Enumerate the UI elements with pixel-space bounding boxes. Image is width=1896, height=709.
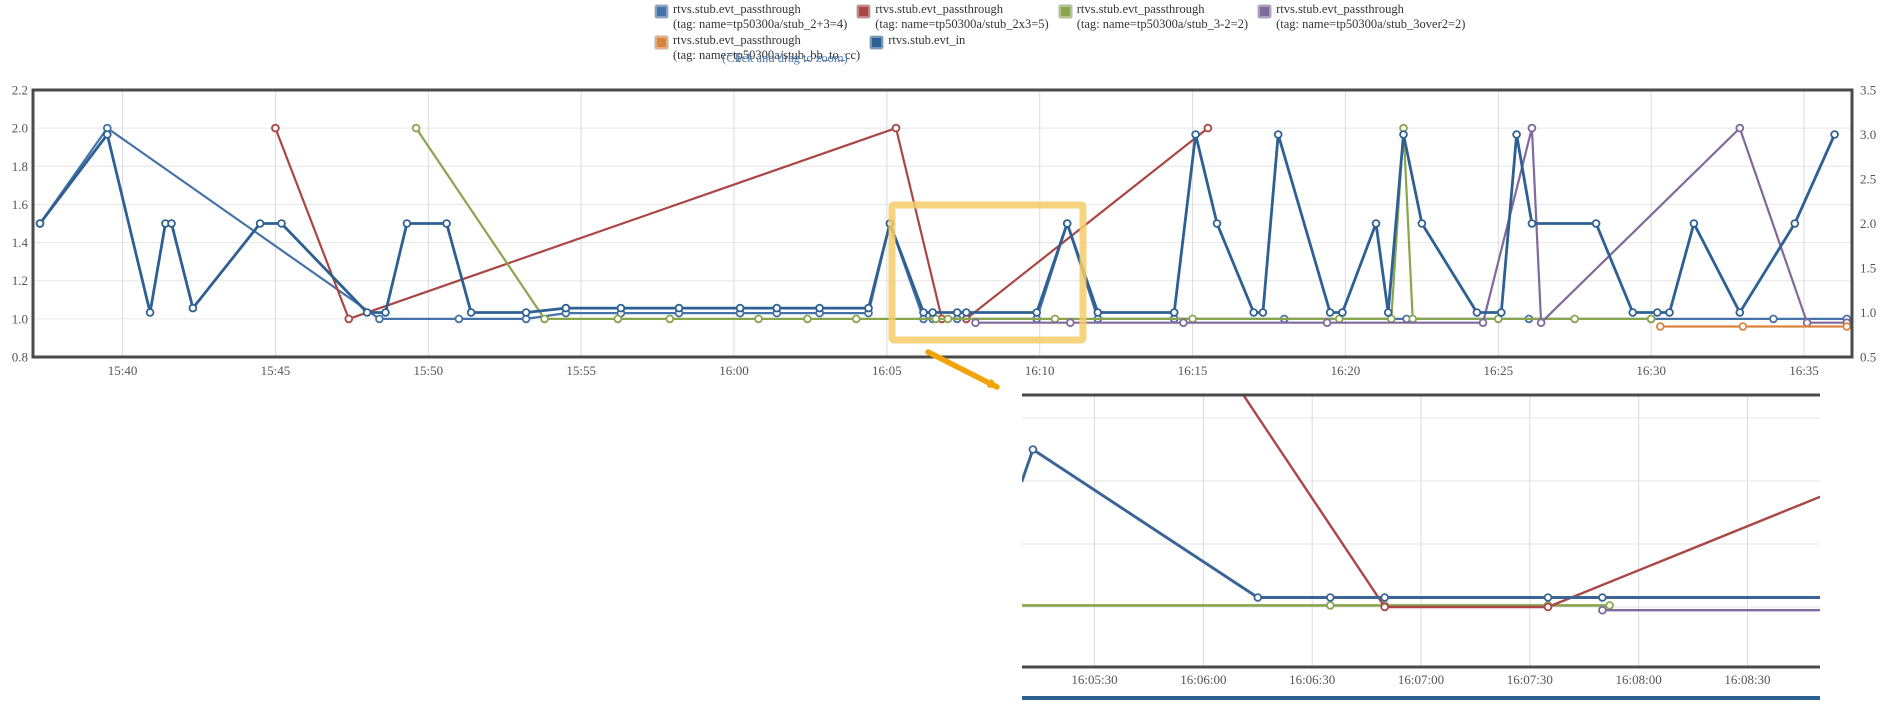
legend-swatch-icon — [655, 36, 668, 49]
legend-swatch-icon — [857, 5, 871, 18]
svg-text:16:15: 16:15 — [1178, 363, 1208, 378]
svg-text:1.0: 1.0 — [12, 311, 28, 326]
zoom-selection-box — [888, 201, 1087, 344]
legend-item-passthrough-2[interactable]: rtvs.stub.evt_passthrough (tag: name=tp50… — [1058, 2, 1249, 31]
svg-text:16:06:30: 16:06:30 — [1289, 672, 1335, 687]
svg-text:16:07:30: 16:07:30 — [1507, 672, 1553, 687]
zoom-callout-arrow-icon — [925, 349, 1000, 390]
svg-text:16:06:00: 16:06:00 — [1180, 672, 1226, 687]
svg-text:16:30: 16:30 — [1636, 363, 1666, 378]
svg-text:15:55: 15:55 — [566, 363, 596, 378]
svg-text:2.5: 2.5 — [1860, 172, 1876, 187]
svg-text:15:40: 15:40 — [108, 363, 138, 378]
svg-text:15:50: 15:50 — [413, 363, 443, 378]
svg-text:1.8: 1.8 — [12, 159, 28, 174]
svg-text:16:08:30: 16:08:30 — [1724, 672, 1770, 687]
legend-label: rtvs.stub.evt_passthrough (tag: name=tp50… — [1276, 2, 1466, 31]
legend-label: rtvs.stub.evt_passthrough (tag: name=tp50… — [673, 33, 861, 62]
svg-text:16:20: 16:20 — [1331, 363, 1361, 378]
legend-item-passthrough-4[interactable]: rtvs.stub.evt_passthrough (tag: name=tp50… — [655, 33, 860, 62]
svg-text:16:08:00: 16:08:00 — [1616, 672, 1662, 687]
next-chart-top-edge — [1022, 696, 1820, 700]
main-series — [35, 123, 1852, 331]
legend-item-passthrough-1[interactable]: rtvs.stub.evt_passthrough (tag: name=tp50… — [857, 2, 1049, 31]
svg-text:1.4: 1.4 — [12, 235, 29, 250]
svg-text:1.6: 1.6 — [12, 197, 29, 212]
main-axis-labels: 2.2 2.0 1.8 1.6 1.4 1.2 1.0 0.8 3.5 3.0 2.5 2.0 1.5 1… — [12, 83, 1877, 379]
legend-label: rtvs.stub.evt_in — [888, 33, 966, 47]
svg-text:16:25: 16:25 — [1483, 363, 1513, 378]
legend-swatch-icon — [655, 5, 668, 18]
legend-item-passthrough-0[interactable]: rtvs.stub.evt_passthrough (tag: name=tp50… — [655, 2, 847, 31]
zoom-chart[interactable]: 16:05:30 16:06:00 16:06:30 16:07:00 16:07:30… — [1022, 308, 1820, 687]
legend-swatch-icon — [870, 36, 884, 49]
svg-text:16:10: 16:10 — [1025, 363, 1055, 378]
zoom-axis-labels: 16:05:30 16:06:00 16:06:30 16:07:00 16:07:30… — [1071, 672, 1770, 687]
legend-label: rtvs.stub.evt_passthrough (tag: name=tp50… — [1076, 2, 1249, 31]
svg-text:0.5: 0.5 — [1860, 350, 1876, 365]
svg-text:0.8: 0.8 — [12, 350, 28, 365]
svg-text:1.5: 1.5 — [1860, 261, 1876, 276]
chart-legend: rtvs.stub.evt_passthrough (tag: name=tp50… — [655, 2, 1635, 62]
svg-text:16:07:00: 16:07:00 — [1398, 672, 1444, 687]
svg-text:2.0: 2.0 — [12, 121, 28, 136]
svg-text:2.2: 2.2 — [12, 83, 28, 98]
main-chart[interactable]: 2.2 2.0 1.8 1.6 1.4 1.2 1.0 0.8 3.5 3.0 2.5 2.0 1.5 1… — [12, 83, 1877, 379]
legend-swatch-icon — [1058, 5, 1072, 18]
legend-item-evt-in[interactable]: rtvs.stub.evt_in — [870, 33, 965, 62]
legend-label: rtvs.stub.evt_passthrough (tag: name=tp50… — [875, 2, 1049, 31]
svg-text:15:45: 15:45 — [261, 363, 291, 378]
svg-text:16:00: 16:00 — [719, 363, 749, 378]
svg-text:3.5: 3.5 — [1860, 83, 1876, 98]
legend-swatch-icon — [1258, 5, 1272, 18]
svg-text:1.0: 1.0 — [1860, 305, 1876, 320]
legend-item-passthrough-3[interactable]: rtvs.stub.evt_passthrough (tag: name=tp50… — [1258, 2, 1465, 31]
svg-text:16:35: 16:35 — [1789, 363, 1819, 378]
svg-text:1.2: 1.2 — [12, 273, 28, 288]
zoom-series — [1022, 395, 1820, 615]
svg-text:16:05: 16:05 — [872, 363, 902, 378]
zoom-hint-text: (Click and drag to zoom) — [722, 51, 848, 65]
svg-text:16:05:30: 16:05:30 — [1071, 672, 1117, 687]
legend-label: rtvs.stub.evt_passthrough (tag: name=tp50… — [673, 2, 848, 31]
zoom-gridlines — [1022, 395, 1820, 667]
svg-text:2.0: 2.0 — [1860, 216, 1876, 231]
svg-text:3.0: 3.0 — [1860, 127, 1876, 142]
